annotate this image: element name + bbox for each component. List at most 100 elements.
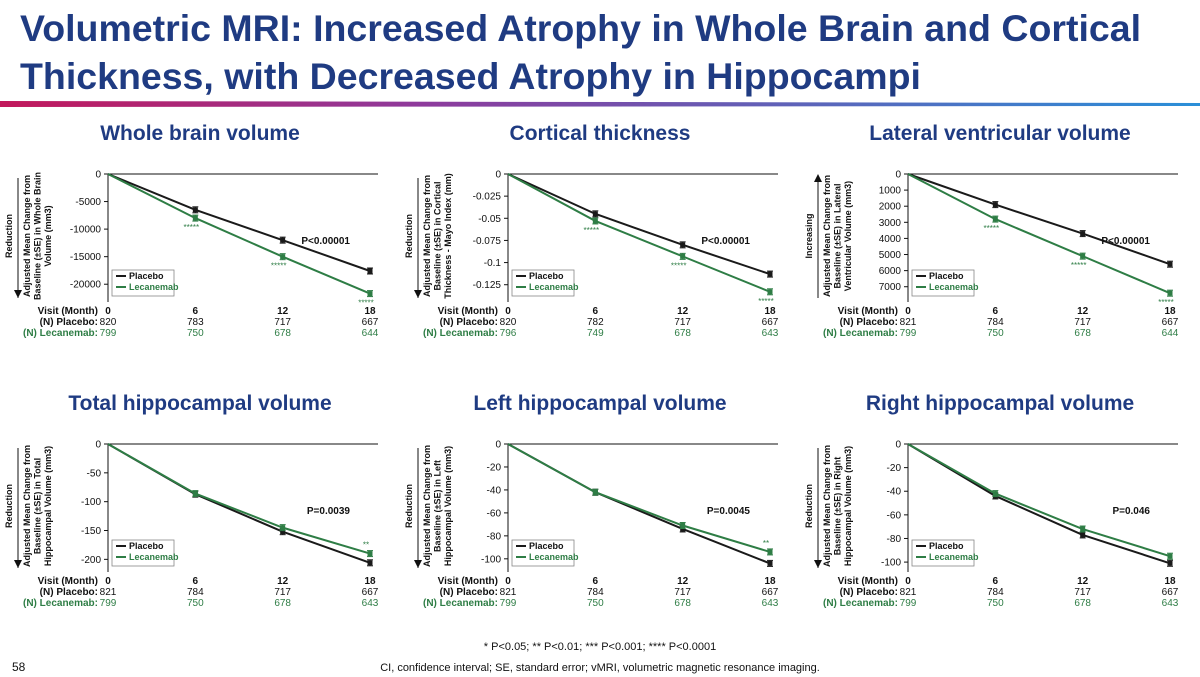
n-value-placebo: 667 bbox=[362, 587, 379, 598]
y-tick-label: 0 bbox=[495, 170, 501, 181]
chart-title: Lateral ventricular volume bbox=[869, 122, 1130, 145]
n-value-placebo: 821 bbox=[500, 587, 517, 598]
n-value-lecanemab: 799 bbox=[900, 598, 917, 609]
abbreviations-footnote: CI, confidence interval; SE, standard er… bbox=[380, 662, 820, 674]
n-value-lecanemab: 643 bbox=[1162, 598, 1179, 609]
significance-marker: ***** bbox=[1071, 261, 1087, 270]
total-hippocampal-volume-chart: Total hippocampal volume Reduction Adjuste… bbox=[4, 392, 379, 609]
y-tick-label: -50 bbox=[87, 468, 102, 479]
x-tick-label: 0 bbox=[505, 576, 511, 587]
x-axis-label: Visit (Month) bbox=[38, 306, 98, 317]
n-row-label-placebo: (N) Placebo: bbox=[440, 587, 498, 598]
significance-marker: ***** bbox=[1158, 298, 1174, 307]
direction-label: Reduction bbox=[4, 214, 14, 258]
legend-box bbox=[511, 539, 575, 567]
n-value-placebo: 667 bbox=[1162, 317, 1179, 328]
y-axis-label-line: Adjusted Mean Change from bbox=[22, 445, 32, 567]
legend-box bbox=[511, 269, 575, 297]
y-tick-label: 2000 bbox=[879, 202, 902, 213]
y-axis-label-line: Volume (mm3) bbox=[43, 205, 53, 266]
x-tick-label: 6 bbox=[593, 576, 599, 587]
p-value: P<0.00001 bbox=[1101, 236, 1150, 247]
n-value-placebo: 667 bbox=[762, 587, 779, 598]
n-value-lecanemab: 750 bbox=[187, 598, 204, 609]
data-point-lecanemab bbox=[592, 489, 598, 495]
y-tick-label: 1000 bbox=[879, 186, 902, 197]
legend-label-lecanemab: Lecanemab bbox=[529, 282, 579, 292]
x-tick-label: 18 bbox=[764, 576, 776, 587]
chart-title: Total hippocampal volume bbox=[68, 392, 331, 415]
n-value-lecanemab: 750 bbox=[587, 598, 604, 609]
legend-label-placebo: Placebo bbox=[929, 271, 964, 281]
y-tick-label: 7000 bbox=[879, 282, 902, 293]
data-point-placebo bbox=[1167, 560, 1173, 566]
series-line-placebo bbox=[507, 173, 771, 276]
data-point-placebo bbox=[280, 529, 286, 535]
y-tick-label: -80 bbox=[487, 531, 502, 542]
data-point-lecanemab bbox=[767, 289, 773, 295]
legend-label-placebo: Placebo bbox=[129, 541, 164, 551]
n-value-lecanemab: 799 bbox=[100, 598, 117, 609]
data-point-lecanemab bbox=[1080, 253, 1086, 259]
y-tick-label: -60 bbox=[887, 510, 902, 521]
n-value-lecanemab: 643 bbox=[362, 598, 379, 609]
series-line-lecanemab bbox=[907, 443, 1171, 558]
y-axis-label-line: Thickness - Mayo Index (mm) bbox=[443, 173, 453, 299]
data-point-lecanemab bbox=[367, 551, 373, 557]
x-axis-label: Visit (Month) bbox=[438, 576, 498, 587]
page-number: 58 bbox=[12, 660, 26, 674]
n-value-placebo: 784 bbox=[987, 317, 1004, 328]
p-value: P=0.0039 bbox=[307, 506, 351, 517]
n-row-label-placebo: (N) Placebo: bbox=[440, 317, 498, 328]
data-point-lecanemab bbox=[592, 218, 598, 224]
n-value-lecanemab: 678 bbox=[674, 598, 691, 609]
data-point-lecanemab bbox=[367, 291, 373, 297]
n-row-label-placebo: (N) Placebo: bbox=[40, 317, 98, 328]
data-point-lecanemab bbox=[767, 549, 773, 555]
significance-marker: ***** bbox=[984, 224, 1000, 233]
n-value-placebo: 717 bbox=[274, 587, 291, 598]
y-axis-label: Adjusted Mean Change fromBaseline (±SE) … bbox=[822, 175, 853, 297]
n-value-placebo: 717 bbox=[674, 317, 691, 328]
x-tick-label: 6 bbox=[193, 306, 199, 317]
x-tick-label: 12 bbox=[677, 306, 689, 317]
series-line-placebo bbox=[107, 173, 371, 272]
data-point-lecanemab bbox=[192, 491, 198, 497]
n-value-lecanemab: 644 bbox=[362, 328, 379, 339]
direction-label: Reduction bbox=[804, 484, 814, 528]
y-axis-label-line: Hippocampal Volume (mm3) bbox=[43, 446, 53, 566]
n-value-placebo: 717 bbox=[674, 587, 691, 598]
direction-arrow-head bbox=[414, 290, 422, 298]
y-tick-label: 0 bbox=[95, 170, 101, 181]
data-point-placebo bbox=[680, 242, 686, 248]
data-point-placebo bbox=[1080, 231, 1086, 237]
y-tick-label: -0.075 bbox=[473, 236, 502, 247]
n-row-label-lecanemab: (N) Lecanemab: bbox=[823, 598, 898, 609]
direction-arrow-head bbox=[814, 174, 822, 182]
legend-label-lecanemab: Lecanemab bbox=[129, 552, 179, 562]
y-tick-label: 5000 bbox=[879, 250, 902, 261]
direction-label: Reduction bbox=[4, 484, 14, 528]
x-axis-label: Visit (Month) bbox=[438, 306, 498, 317]
x-tick-label: 6 bbox=[993, 576, 999, 587]
legend-label-lecanemab: Lecanemab bbox=[929, 552, 979, 562]
n-value-lecanemab: 749 bbox=[587, 328, 604, 339]
lateral-ventricular-volume-chart: Lateral ventricular volume Increasing Adju… bbox=[804, 122, 1179, 339]
x-tick-label: 6 bbox=[593, 306, 599, 317]
n-value-placebo: 821 bbox=[100, 587, 117, 598]
y-tick-label: 0 bbox=[495, 440, 501, 451]
y-axis-label-line: Adjusted Mean Change from bbox=[422, 175, 432, 297]
y-tick-label: 0 bbox=[895, 170, 901, 181]
n-value-placebo: 717 bbox=[1074, 587, 1091, 598]
series-line-lecanemab bbox=[507, 443, 771, 553]
x-axis-label: Visit (Month) bbox=[38, 576, 98, 587]
series-line-lecanemab bbox=[507, 173, 771, 293]
y-tick-label: 0 bbox=[895, 440, 901, 451]
y-tick-label: -0.125 bbox=[473, 280, 502, 291]
series-line-placebo bbox=[907, 443, 1171, 565]
p-value: P=0.046 bbox=[1112, 506, 1150, 517]
data-point-placebo bbox=[992, 202, 998, 208]
n-value-placebo: 667 bbox=[762, 317, 779, 328]
y-axis-label: Adjusted Mean Change fromBaseline (±SE) … bbox=[422, 173, 453, 299]
direction-arrow-head bbox=[814, 560, 822, 568]
